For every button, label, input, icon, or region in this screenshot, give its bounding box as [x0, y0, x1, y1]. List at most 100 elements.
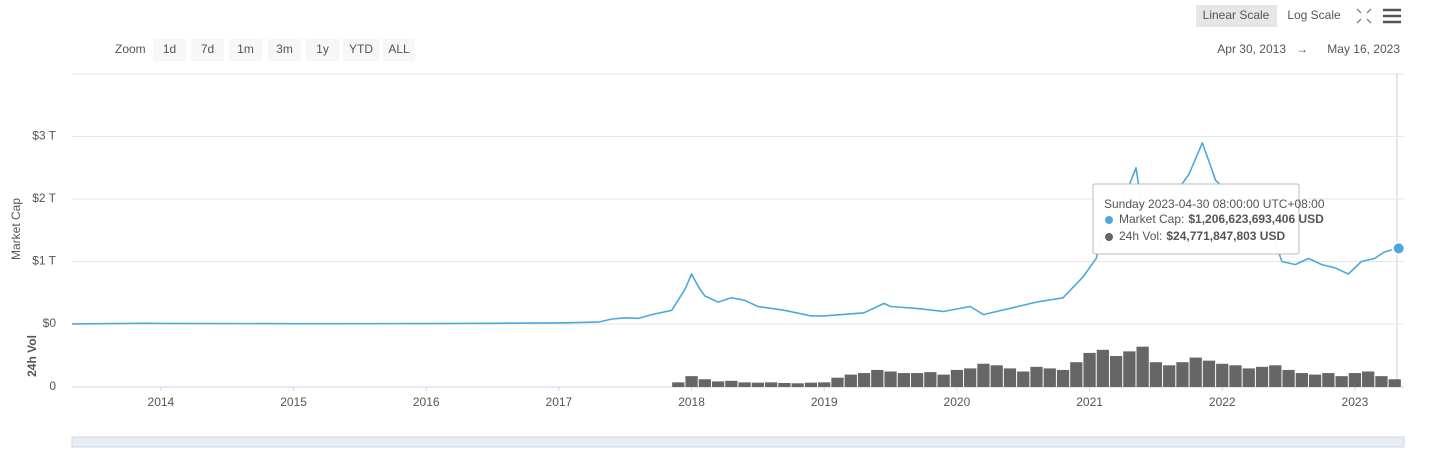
y2-axis-title: 24h Vol [25, 335, 39, 377]
tooltip-row: Market Cap: $1,206,623,693,406 USD [1119, 212, 1324, 226]
volume-bar [1163, 365, 1176, 387]
zoom-button-label[interactable]: 1y [316, 42, 329, 56]
scale-button[interactable]: Log Scale [1287, 8, 1341, 22]
volume-bar [1375, 376, 1388, 387]
zoom-button[interactable] [153, 39, 186, 61]
x-tick-label: 2021 [1076, 395, 1103, 409]
volume-bar [1123, 351, 1136, 387]
zoom-button-label[interactable]: 7d [201, 42, 214, 56]
y-tick-label: $2 T [32, 191, 56, 205]
volume-bar [1269, 365, 1282, 387]
volume-bar [1216, 363, 1229, 387]
volume-bar [1322, 373, 1335, 387]
volume-bar [844, 374, 857, 387]
volume-bar [950, 369, 964, 387]
zoom-button[interactable] [229, 39, 262, 61]
volume-bar [1017, 371, 1030, 387]
date-arrow: → [1296, 42, 1308, 56]
zoom-button-label[interactable]: ALL [388, 42, 410, 56]
volume-bar [977, 363, 990, 387]
volume-bar [1282, 369, 1295, 387]
volume-bar [1136, 346, 1149, 387]
y2-tick-label: 0 [49, 379, 56, 393]
menu-icon[interactable] [1383, 8, 1401, 24]
zoom-button[interactable] [306, 39, 339, 61]
volume-bar [1189, 357, 1202, 387]
volume-bar [924, 372, 937, 387]
scale-button[interactable]: Linear Scale [1203, 8, 1270, 22]
y-tick-label: $3 T [32, 129, 56, 143]
tooltip-value: $1,206,623,693,406 USD [1188, 212, 1324, 226]
zoom-button-label[interactable]: 1m [237, 42, 254, 56]
volume-bar [1043, 368, 1056, 387]
date-from: Apr 30, 2013 [1217, 42, 1286, 56]
x-tick-label: 2019 [811, 395, 838, 409]
volume-bar [725, 380, 738, 387]
zoom-button-label[interactable]: 1d [163, 42, 176, 56]
volume-bar [1308, 374, 1322, 387]
volume-bar [910, 373, 924, 387]
volume-bar [1176, 362, 1189, 387]
x-tick-label: 2017 [546, 395, 573, 409]
volume-bar [711, 381, 725, 387]
x-tick-label: 2018 [678, 395, 705, 409]
volume-bar [1388, 379, 1401, 387]
tooltip: Sunday 2023-04-30 08:00:00 UTC+08:00Mark… [1092, 183, 1325, 255]
x-tick-label: 2014 [148, 395, 175, 409]
volume-bar [672, 382, 685, 387]
date-to: May 16, 2023 [1327, 42, 1400, 56]
volume-bar [1096, 349, 1109, 387]
tooltip-title: Sunday 2023-04-30 08:00:00 UTC+08:00 [1104, 197, 1325, 211]
fullscreen-icon[interactable] [1356, 8, 1372, 24]
volume-bar [857, 373, 871, 387]
tooltip-dot [1105, 233, 1113, 241]
volume-bar [937, 374, 950, 387]
tooltip-row: 24h Vol: $24,771,847,803 USD [1119, 229, 1285, 243]
volume-bar [1295, 373, 1308, 387]
volume-bar [1030, 366, 1043, 387]
y-axis-title: Market Cap [9, 198, 23, 260]
tooltip-value: $24,771,847,803 USD [1166, 229, 1285, 243]
volume-bar [884, 371, 897, 387]
volume-bar [831, 377, 844, 387]
navigator[interactable] [71, 436, 1405, 448]
x-tick-label: 2020 [944, 395, 971, 409]
volume-bar [751, 382, 765, 387]
volume-bar [738, 382, 751, 387]
volume-bar [1056, 369, 1070, 387]
zoom-button[interactable] [383, 39, 415, 61]
volume-bar [1255, 366, 1269, 387]
zoom-button-label[interactable]: YTD [349, 42, 373, 56]
volume-bar [698, 379, 711, 387]
scale-button-bg[interactable] [1196, 5, 1277, 27]
volume-bar [897, 373, 910, 387]
tooltip-label: 24h Vol: [1119, 229, 1162, 243]
zoom-button[interactable] [268, 39, 301, 61]
volume-bar [804, 382, 818, 387]
tooltip-label: Market Cap: [1119, 212, 1184, 226]
tooltip-dot [1105, 216, 1113, 224]
volume-bar [871, 369, 884, 387]
zoom-button[interactable] [343, 39, 379, 61]
volume-bar [1109, 356, 1123, 387]
volume-bar [1348, 373, 1362, 387]
volume-bar [791, 383, 804, 387]
x-tick-label: 2016 [413, 395, 440, 409]
zoom-button-label[interactable]: 3m [276, 42, 293, 56]
x-tick-label: 2022 [1209, 395, 1236, 409]
volume-bar [1362, 371, 1375, 387]
volume-bar [964, 368, 977, 387]
y-tick-label: $0 [43, 316, 57, 330]
volume-bar [1070, 362, 1083, 387]
hover-marker [1391, 241, 1406, 256]
y-tick-label: $1 T [32, 254, 56, 268]
zoom-label: Zoom [115, 42, 146, 56]
volume-bar [765, 382, 778, 387]
x-tick-label: 2015 [280, 395, 307, 409]
volume-bar [1202, 360, 1216, 387]
zoom-button[interactable] [191, 39, 224, 61]
volume-bar [685, 376, 698, 387]
market-cap-line [71, 142, 1399, 325]
volume-bar [990, 365, 1003, 387]
